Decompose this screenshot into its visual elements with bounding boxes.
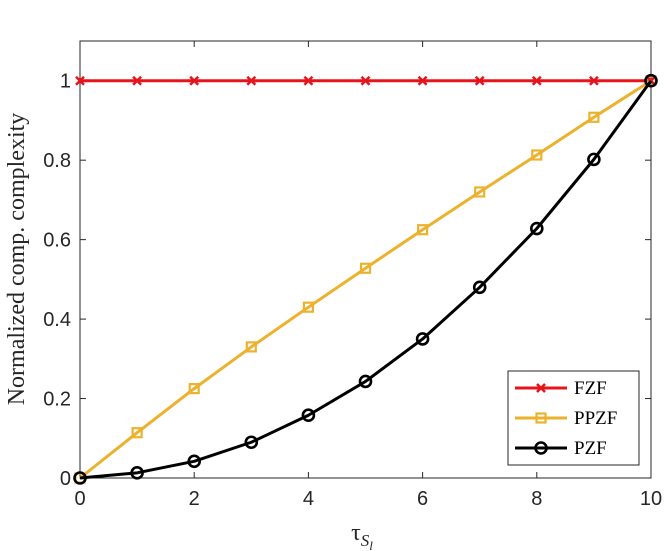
- x-tick-label: 10: [640, 488, 662, 510]
- circle-marker: [301, 408, 316, 423]
- y-tick-label: 0.2: [43, 389, 71, 411]
- x-marker: [474, 75, 485, 86]
- y-tick-label: 0: [60, 468, 71, 490]
- x-axis-label-subsub: l: [369, 538, 373, 551]
- series-line-pzf: [79, 79, 653, 480]
- square-marker: [245, 341, 257, 353]
- square-marker: [417, 224, 429, 236]
- series-line-ppzf: [79, 79, 652, 480]
- legend-entry-fzf: FZF: [515, 378, 607, 399]
- x-tick-label: 6: [417, 488, 428, 510]
- circle-marker: [529, 221, 544, 236]
- circle-marker: [244, 435, 259, 450]
- circle-marker: [130, 466, 144, 480]
- y-tick-label: 0.6: [43, 230, 71, 252]
- x-marker: [132, 75, 142, 86]
- square-marker: [302, 301, 314, 313]
- x-marker: [75, 75, 85, 86]
- x-tick-label: 8: [531, 488, 542, 510]
- circle-marker: [358, 374, 373, 389]
- circle-marker: [534, 441, 548, 455]
- square-marker: [588, 111, 600, 123]
- square-marker: [188, 383, 200, 395]
- x-marker: [417, 75, 428, 86]
- x-tick-label: 0: [74, 488, 85, 510]
- y-tick-label: 1: [60, 71, 71, 93]
- circle-marker: [587, 152, 601, 167]
- square-marker: [535, 412, 547, 424]
- y-tick-label: 0.8: [43, 150, 71, 172]
- circle-marker: [644, 73, 658, 88]
- circle-marker: [187, 454, 201, 469]
- square-marker: [131, 427, 143, 439]
- square-marker: [474, 186, 486, 198]
- circle-marker: [415, 332, 430, 346]
- legend-label: FZF: [574, 378, 607, 399]
- legend-label: PZF: [574, 438, 607, 459]
- x-marker: [360, 75, 371, 86]
- series-fzf: [75, 75, 656, 86]
- x-tick-label: 2: [189, 488, 200, 510]
- y-tick-label: 0.4: [43, 309, 71, 331]
- x-marker: [589, 75, 599, 86]
- legend-entry-pzf: PZF: [515, 438, 607, 459]
- x-marker: [189, 75, 200, 86]
- x-tick-label: 4: [303, 488, 314, 510]
- y-axis-label: Normalized comp. complexity: [4, 113, 30, 406]
- legend-entry-ppzf: PPZF: [515, 408, 617, 429]
- series-pzf: [73, 73, 658, 485]
- x-marker: [303, 75, 314, 86]
- series-layer: [73, 73, 658, 485]
- x-axis-label: τSl: [351, 520, 373, 551]
- x-axis-label-sub: S: [361, 531, 370, 550]
- x-marker: [531, 75, 542, 86]
- circle-marker: [472, 280, 487, 295]
- square-marker: [359, 262, 372, 274]
- x-axis-label-main: τ: [351, 520, 361, 546]
- legend-label: PPZF: [574, 408, 617, 429]
- x-marker: [536, 383, 546, 393]
- axis-ticks: 0 2 4 6 8 10 0 0.2 0.4 0.6 0.8 1: [43, 41, 662, 510]
- x-marker: [246, 75, 257, 86]
- circle-marker: [73, 471, 87, 485]
- legend: FZF PPZF PZF: [507, 370, 640, 466]
- square-marker: [531, 149, 543, 161]
